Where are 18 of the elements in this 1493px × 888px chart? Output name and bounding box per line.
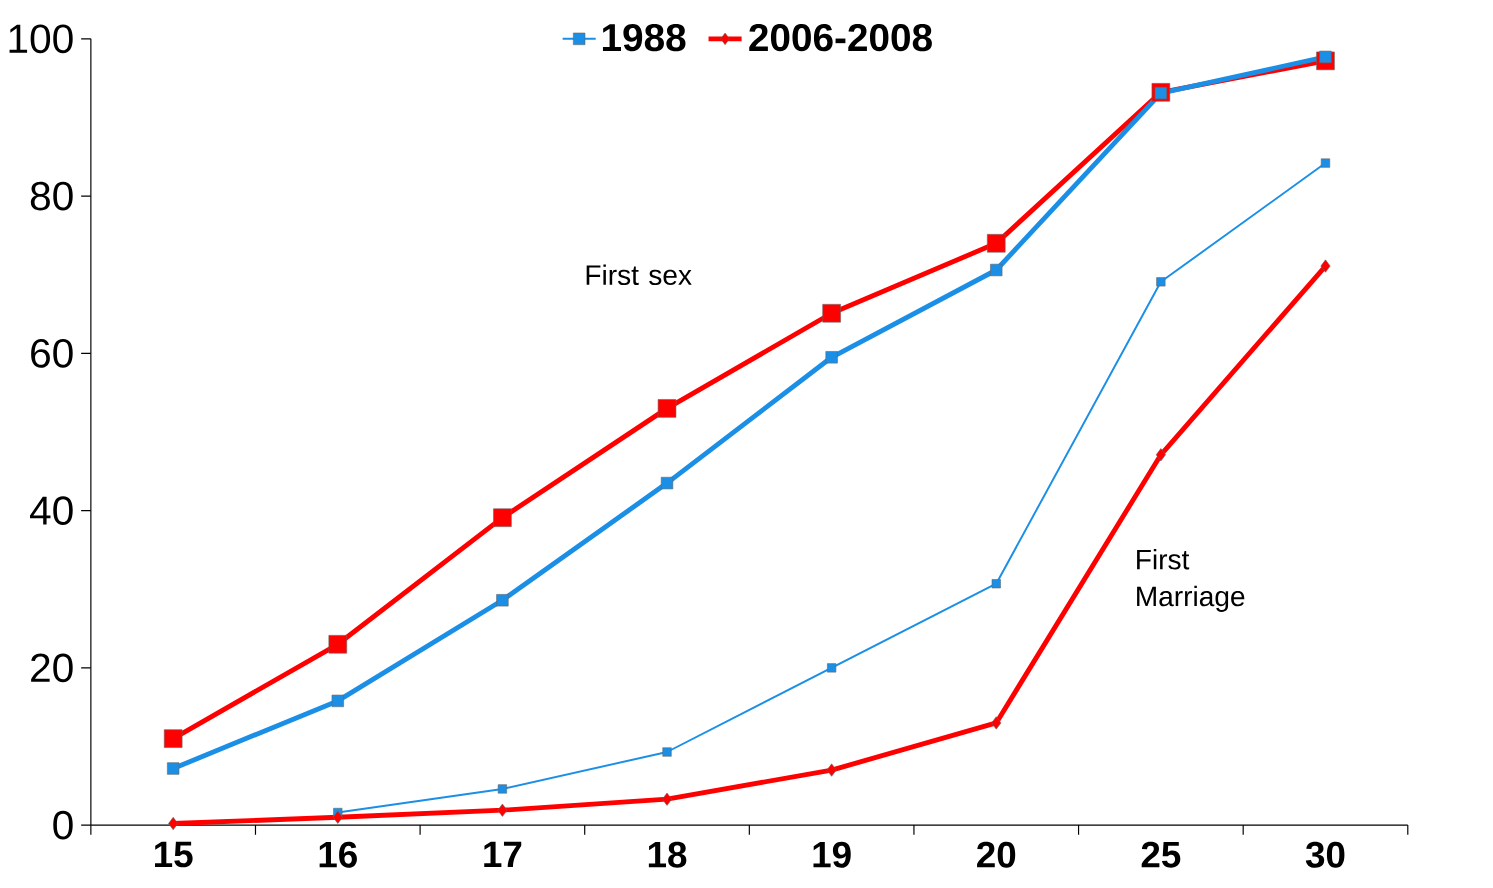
legend-label: 1988 (602, 23, 686, 52)
annotation: First Marriage (1137, 548, 1245, 612)
x-tick-label: 30 (1305, 841, 1345, 868)
y-tick-label: 60 (31, 338, 73, 368)
x-tick-label: 15 (155, 841, 193, 868)
y-tick-label: 40 (30, 496, 73, 525)
x-tick-label: 16 (319, 841, 357, 868)
x-tick-label: 18 (648, 841, 687, 868)
y-tick-label: 20 (31, 653, 73, 683)
annotation: First sex (586, 264, 692, 285)
y-tick-label: 100 (9, 24, 73, 54)
legend-label: 2006-2008 (749, 23, 932, 52)
x-tick-label: 20 (977, 841, 1016, 868)
y-tick-label: 0 (53, 810, 73, 840)
y-tick-label: 80 (30, 181, 73, 211)
x-tick-label: 19 (813, 841, 851, 868)
x-tick-label: 17 (484, 841, 522, 867)
x-tick-label: 25 (1141, 841, 1181, 868)
